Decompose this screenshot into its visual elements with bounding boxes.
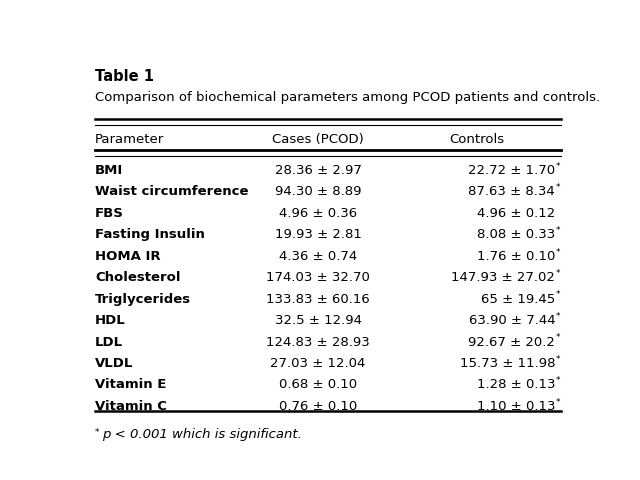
Text: BMI: BMI	[95, 164, 123, 177]
Text: 15.73 ± 11.98: 15.73 ± 11.98	[460, 357, 555, 370]
Text: 4.36 ± 0.74: 4.36 ± 0.74	[279, 250, 357, 263]
Text: 65 ± 19.45: 65 ± 19.45	[481, 293, 555, 306]
Text: 147.93 ± 27.02: 147.93 ± 27.02	[451, 271, 555, 284]
Text: Triglycerides: Triglycerides	[95, 293, 191, 306]
Text: 1.28 ± 0.13: 1.28 ± 0.13	[477, 378, 555, 391]
Text: 32.5 ± 12.94: 32.5 ± 12.94	[275, 314, 362, 327]
Text: FBS: FBS	[95, 207, 124, 220]
Text: *: *	[556, 376, 561, 385]
Text: *: *	[556, 162, 561, 171]
Text: Parameter: Parameter	[95, 133, 164, 146]
Text: 87.63 ± 8.34: 87.63 ± 8.34	[468, 185, 555, 199]
Text: *: *	[556, 290, 561, 300]
Text: 4.96 ± 0.12: 4.96 ± 0.12	[477, 207, 555, 220]
Text: Vitamin C: Vitamin C	[95, 400, 167, 413]
Text: Controls: Controls	[449, 133, 504, 146]
Text: 19.93 ± 2.81: 19.93 ± 2.81	[275, 228, 362, 241]
Text: 0.68 ± 0.10: 0.68 ± 0.10	[279, 378, 357, 391]
Text: *: *	[556, 269, 561, 278]
Text: *: *	[95, 428, 99, 437]
Text: *: *	[556, 355, 561, 364]
Text: HOMA IR: HOMA IR	[95, 250, 161, 263]
Text: HDL: HDL	[95, 314, 125, 327]
Text: *: *	[556, 248, 561, 257]
Text: VLDL: VLDL	[95, 357, 133, 370]
Text: *: *	[556, 226, 561, 235]
Text: *: *	[556, 333, 561, 342]
Text: p < 0.001 which is significant.: p < 0.001 which is significant.	[102, 428, 302, 441]
Text: 4.96 ± 0.36: 4.96 ± 0.36	[279, 207, 357, 220]
Text: 8.08 ± 0.33: 8.08 ± 0.33	[477, 228, 555, 241]
Text: 27.03 ± 12.04: 27.03 ± 12.04	[270, 357, 366, 370]
Text: 22.72 ± 1.70: 22.72 ± 1.70	[468, 164, 555, 177]
Text: Vitamin E: Vitamin E	[95, 378, 166, 391]
Text: Cholesterol: Cholesterol	[95, 271, 180, 284]
Text: LDL: LDL	[95, 336, 123, 348]
Text: Table 1: Table 1	[95, 69, 154, 84]
Text: 1.76 ± 0.10: 1.76 ± 0.10	[477, 250, 555, 263]
Text: 1.10 ± 0.13: 1.10 ± 0.13	[477, 400, 555, 413]
Text: *: *	[556, 312, 561, 321]
Text: Cases (PCOD): Cases (PCOD)	[272, 133, 364, 146]
Text: *: *	[556, 397, 561, 407]
Text: 133.83 ± 60.16: 133.83 ± 60.16	[266, 293, 370, 306]
Text: 92.67 ± 20.2: 92.67 ± 20.2	[468, 336, 555, 348]
Text: Comparison of biochemical parameters among PCOD patients and controls.: Comparison of biochemical parameters amo…	[95, 91, 600, 104]
Text: 63.90 ± 7.44: 63.90 ± 7.44	[468, 314, 555, 327]
Text: 94.30 ± 8.89: 94.30 ± 8.89	[275, 185, 362, 199]
Text: 124.83 ± 28.93: 124.83 ± 28.93	[266, 336, 370, 348]
Text: 28.36 ± 2.97: 28.36 ± 2.97	[275, 164, 362, 177]
Text: 0.76 ± 0.10: 0.76 ± 0.10	[279, 400, 357, 413]
Text: Fasting Insulin: Fasting Insulin	[95, 228, 205, 241]
Text: *: *	[556, 183, 561, 192]
Text: 174.03 ± 32.70: 174.03 ± 32.70	[266, 271, 370, 284]
Text: Waist circumference: Waist circumference	[95, 185, 248, 199]
